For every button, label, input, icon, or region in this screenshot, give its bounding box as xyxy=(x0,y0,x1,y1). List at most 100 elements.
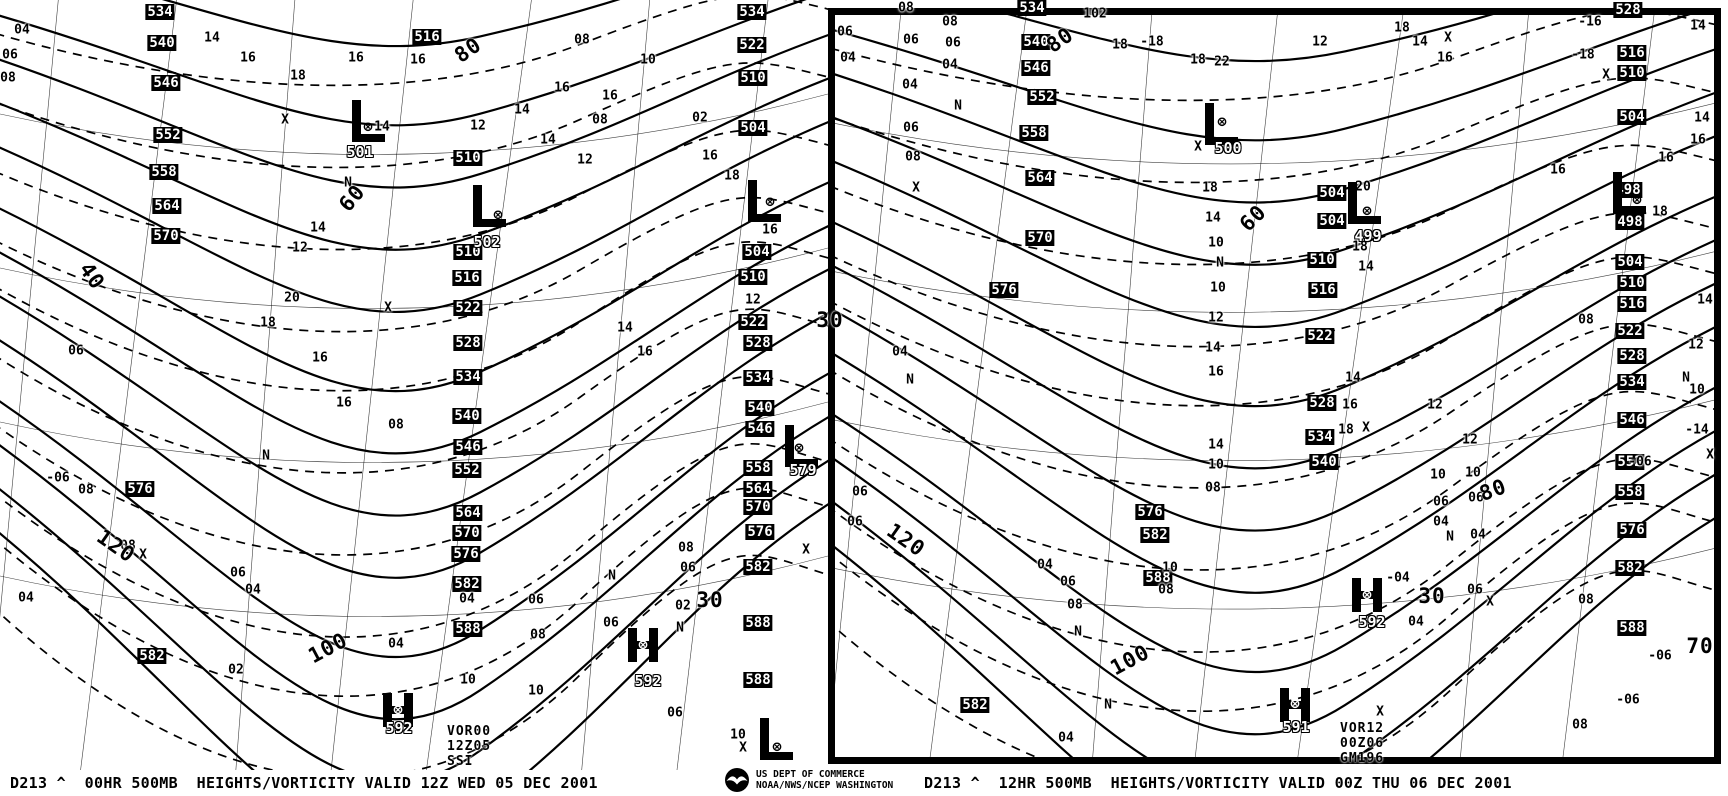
height-contour-label: 552 xyxy=(1027,89,1057,105)
vorticity-label: N xyxy=(1216,255,1224,271)
vorticity-label: 04 xyxy=(18,590,34,606)
height-contour-label: 588 xyxy=(743,672,773,688)
vorticity-label: -06 xyxy=(1628,454,1652,470)
high-pressure-marker xyxy=(383,693,413,727)
vorticity-label: 14 xyxy=(1345,370,1361,386)
high-pressure-marker xyxy=(1280,688,1310,722)
height-contour-label: 534 xyxy=(453,369,483,385)
vorticity-label: 14 xyxy=(1205,340,1221,356)
vorticity-label: 18 xyxy=(1652,204,1668,220)
right-panel-caption: D213 ^ 12HR 500MB HEIGHTS/VORTICITY VALI… xyxy=(924,774,1512,792)
height-contour-label: 516 xyxy=(1617,296,1647,312)
vorticity-label: -06 xyxy=(46,470,70,486)
vorticity-label: 02 xyxy=(675,598,691,614)
vorticity-label: 06 xyxy=(680,560,696,576)
vorticity-label: 12 xyxy=(470,118,486,134)
vorticity-label: 16 xyxy=(1690,132,1706,148)
contour-value-label: 30 xyxy=(696,588,724,612)
vorticity-label: 14 xyxy=(1208,437,1224,453)
vorticity-label: N xyxy=(344,175,352,191)
vorticity-label: 12 xyxy=(577,152,593,168)
height-contour-label: 588 xyxy=(743,615,773,631)
vorticity-label: 06 xyxy=(1433,494,1449,510)
height-contour-label: 576 xyxy=(1617,522,1647,538)
vorticity-label: -16 xyxy=(1578,14,1602,30)
vorticity-label: 14 xyxy=(1412,34,1428,50)
vorticity-label: 14 xyxy=(1358,259,1374,275)
low-pressure-marker xyxy=(748,180,781,222)
contour-value-label: 120 xyxy=(882,518,930,562)
gridpoint-symbol: ⊗ xyxy=(772,737,782,756)
vorticity-label: -14 xyxy=(1685,422,1709,438)
contour-value-label: 30 xyxy=(816,308,844,332)
vorticity-label: 14 xyxy=(1205,210,1221,226)
high-marker-bar xyxy=(628,641,658,649)
height-contour-label: 522 xyxy=(737,37,767,53)
height-contour-label: 504 xyxy=(1617,109,1647,125)
height-contour-label: 558 xyxy=(1615,484,1645,500)
vorticity-label: 08 xyxy=(592,112,608,128)
height-contour-label: 552 xyxy=(452,462,482,478)
height-contour-label: 504 xyxy=(1317,213,1347,229)
low-pressure-marker xyxy=(473,185,506,227)
contour-value-label: 100 xyxy=(304,627,352,669)
vorticity-label: 16 xyxy=(348,50,364,66)
height-contour-label: 582 xyxy=(960,697,990,713)
height-contour-label: 504 xyxy=(742,244,772,260)
vorticity-label: N xyxy=(906,372,914,388)
vorticity-label: 10 xyxy=(460,672,476,688)
height-contour-label: 528 xyxy=(1307,395,1337,411)
vorticity-label: 10 xyxy=(1208,235,1224,251)
gridpoint-symbol: ⊗ xyxy=(1632,190,1642,209)
contour-value-label: 100 xyxy=(1106,639,1154,681)
vorticity-label: 14 xyxy=(1697,292,1713,308)
marker-value: 502 xyxy=(473,233,501,251)
vorticity-label: X xyxy=(739,740,747,756)
vorticity-label: 08 xyxy=(898,0,914,16)
vorticity-label: X xyxy=(1194,139,1202,155)
vorticity-label: 06 xyxy=(1060,574,1076,590)
vorticity-label: -18 xyxy=(1571,47,1595,63)
vorticity-label: 14 xyxy=(1694,110,1710,126)
height-contour-label: 570 xyxy=(151,228,181,244)
vorticity-label: X xyxy=(1444,30,1452,46)
contour-value-label: 30 xyxy=(1418,584,1446,608)
vorticity-label: X xyxy=(1376,704,1384,720)
vorticity-label: 04 xyxy=(1470,527,1486,543)
high-pressure-marker xyxy=(1352,578,1382,612)
vorticity-label: -06 xyxy=(1648,648,1672,664)
vorticity-label: 08 xyxy=(905,149,921,165)
vorticity-label: 04 xyxy=(942,57,958,73)
height-contour-label: 564 xyxy=(1025,170,1055,186)
height-contour-label: 534 xyxy=(145,4,175,20)
vorticity-label: 14 xyxy=(514,102,530,118)
vorticity-label: 16 xyxy=(1550,162,1566,178)
vorticity-label: 18 xyxy=(1112,37,1128,53)
left-panel-caption: D213 ^ 00HR 500MB HEIGHTS/VORTICITY VALI… xyxy=(10,774,598,792)
vorticity-label: 16 xyxy=(1208,364,1224,380)
contour-value-label: 70 xyxy=(1686,634,1714,658)
height-contour-label: 534 xyxy=(1617,374,1647,390)
station-id-text: 12Z05 xyxy=(447,739,492,754)
vorticity-label: -06 xyxy=(1616,692,1640,708)
agency-line1: US DEPT OF COMMERCE xyxy=(756,769,865,780)
vorticity-label: N xyxy=(262,448,270,464)
height-contour-label: 570 xyxy=(743,499,773,515)
vorticity-label: 102 xyxy=(1083,6,1107,22)
vorticity-label: N xyxy=(1074,624,1082,640)
vorticity-label: 04 xyxy=(892,344,908,360)
low-pressure-marker xyxy=(760,718,793,760)
vorticity-label: 06 xyxy=(852,484,868,500)
vorticity-label: 10 xyxy=(1689,382,1705,398)
vorticity-label: 16 xyxy=(1437,50,1453,66)
height-contour-label: 564 xyxy=(453,505,483,521)
height-contour-label: 558 xyxy=(1019,125,1049,141)
height-contour-label: 510 xyxy=(738,70,768,86)
vorticity-label: 04 xyxy=(459,591,475,607)
vorticity-label: 18 xyxy=(1338,422,1354,438)
vorticity-label: 18 xyxy=(1190,52,1206,68)
high-pressure-marker xyxy=(628,628,658,662)
vorticity-label: X xyxy=(1706,447,1714,463)
height-contour-label: 510 xyxy=(453,244,483,260)
